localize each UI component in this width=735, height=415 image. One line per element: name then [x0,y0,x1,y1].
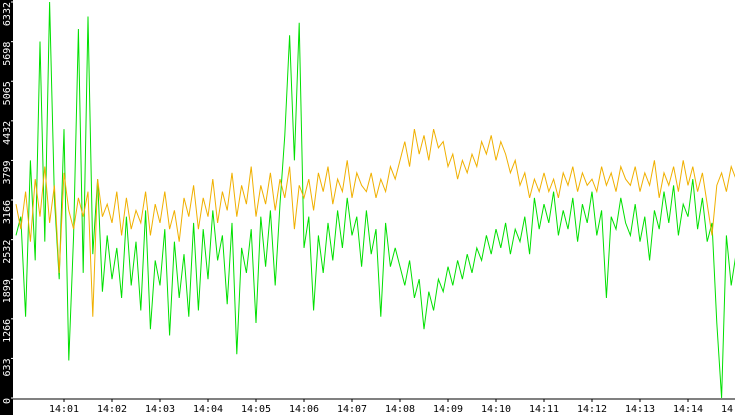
y-tick-label: 4432 [2,121,13,145]
x-tick-label: 14:05 [241,404,271,415]
x-tick-label: 14:01 [49,404,79,415]
x-tick-label: 14:09 [433,404,463,415]
x-tick-label: 14:11 [529,404,559,415]
x-tick-label: 14:02 [97,404,127,415]
y-tick-label: 2532 [2,240,13,264]
y-axis-band [0,0,13,415]
y-tick-label: 3166 [2,200,13,224]
series-line [15,1,735,399]
x-tick-label: 14:15 [721,404,735,415]
y-tick-label: 6332 [2,2,13,26]
x-tick-label: 14:07 [337,404,367,415]
x-tick-label: 14:08 [385,404,415,415]
y-tick-label: 3799 [2,160,13,184]
series-line [15,128,735,317]
x-tick-label: 14:13 [625,404,655,415]
x-tick-label: 14:12 [577,404,607,415]
y-tick-label: 5065 [2,81,13,105]
x-tick-label: 14:10 [481,404,511,415]
x-tick-label: 14:03 [145,404,175,415]
y-tick-label: 1266 [2,319,13,343]
x-tick-label: 14:04 [193,404,223,415]
y-tick-label: 1899 [2,279,13,303]
x-tick-label: 14:14 [673,404,703,415]
y-tick-label: 0 [2,398,13,404]
y-tick-label: 633 [2,358,13,376]
x-tick-label: 14:06 [289,404,319,415]
y-tick-label: 5698 [2,42,13,66]
